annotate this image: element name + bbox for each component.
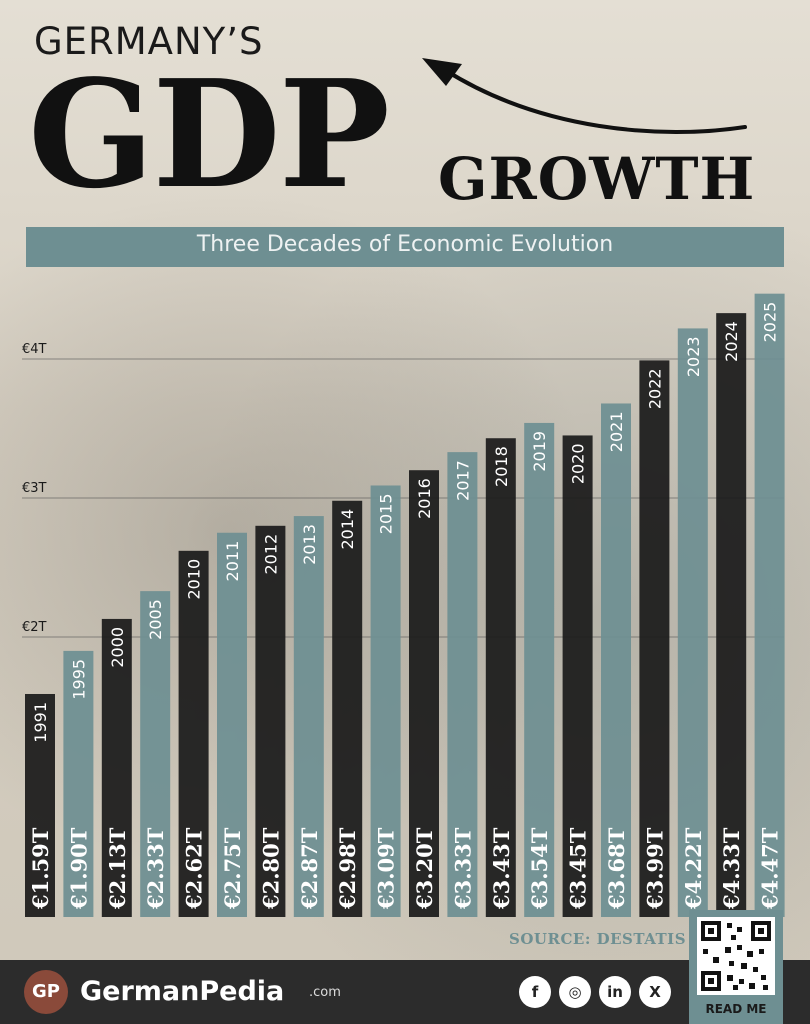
bar-year-label: 2022 [645,368,664,409]
qr-code-panel[interactable]: READ ME [689,910,783,1024]
brand-suffix: .com [309,985,341,1000]
bar-value-label: €3.54T [527,827,552,910]
y-tick-label: €2T [22,620,47,635]
bar-value-label: €2.13T [105,827,130,910]
x-icon[interactable]: X [639,976,671,1008]
bar-year-label: 2025 [761,302,780,343]
bar-value-label: €2.98T [335,827,360,910]
qr-code-icon[interactable] [697,917,775,995]
bar [217,532,247,917]
bar [370,485,401,917]
bar-value-label: €2.80T [258,827,283,910]
bar-year-label: 2014 [338,509,357,550]
bar-year-label: 2018 [492,446,511,487]
bar [485,438,516,917]
bar-value-label: €3.33T [450,827,475,910]
bar-value-label: €1.59T [28,827,53,910]
bar-year-label: 2005 [146,599,165,640]
bar-value-label: €2.87T [297,827,322,910]
bar [524,422,555,917]
y-tick-label: €3T [22,481,47,496]
bar [101,618,132,917]
bar-value-label: €3.09T [374,827,399,910]
source-label: SOURCE: DESTATIS [509,930,687,948]
instagram-icon[interactable]: ◎ [559,976,591,1008]
bar [447,452,478,917]
bar-year-label: 1991 [31,702,50,743]
bar [293,516,324,917]
facebook-icon[interactable]: f [519,976,551,1008]
bar [409,470,439,917]
bar-year-label: 2000 [108,627,127,668]
bar-year-label: 2017 [453,460,472,501]
bar-value-label: €3.68T [604,827,629,910]
bar-value-label: €2.62T [182,827,207,910]
bar-year-label: 1995 [69,659,88,700]
title-growth: GROWTH [438,145,756,213]
bar [562,435,593,917]
bar-value-label: €2.33T [143,827,168,910]
subtitle: Three Decades of Economic Evolution [196,232,614,257]
bar-year-label: 2020 [569,443,588,484]
bar-year-label: 2016 [415,478,434,519]
title-gdp: GDP [28,47,390,221]
bar-year-label: 2021 [607,411,626,452]
bar-value-label: €4.33T [719,827,744,910]
bar [255,525,286,917]
bar-year-label: 2013 [300,524,319,565]
bar-year-label: 2010 [185,559,204,600]
bar-year-label: 2024 [722,321,741,362]
bar-value-label: €3.20T [412,827,437,910]
bar-value-label: €3.45T [566,827,591,910]
y-tick-label: €4T [22,342,47,357]
bar [639,360,670,917]
bar [140,591,171,917]
footer: GP GermanPedia .com f ◎ in X [0,960,810,1024]
bar-value-label: €4.47T [758,827,783,910]
bar-value-label: €3.43T [489,827,514,910]
bar-year-label: 2012 [261,534,280,575]
bar [178,550,209,917]
subtitle-band: Three Decades of Economic Evolution [26,227,784,267]
bar-year-label: 2011 [223,541,242,582]
growth-arrow-icon [422,58,747,134]
linkedin-icon[interactable]: in [599,976,631,1008]
bar [332,500,363,917]
bar [677,328,708,917]
bar [716,313,747,917]
brand-logo[interactable]: GP [24,970,68,1014]
title-country: GERMANY’S [34,20,264,63]
bar [63,650,94,917]
bar [601,403,631,918]
bar-value-label: €1.90T [66,827,91,910]
bar-value-label: €3.99T [642,827,667,910]
bar-year-label: 2015 [377,493,396,534]
bar [25,693,55,917]
bar [754,293,785,917]
bar-value-label: €2.75T [220,827,245,910]
brand-name[interactable]: GermanPedia [80,976,285,1007]
bar-year-label: 2019 [530,431,549,472]
bar-value-label: €4.22T [681,827,706,910]
bar-year-label: 2023 [684,336,703,377]
read-me-label[interactable]: READ ME [705,1002,767,1016]
